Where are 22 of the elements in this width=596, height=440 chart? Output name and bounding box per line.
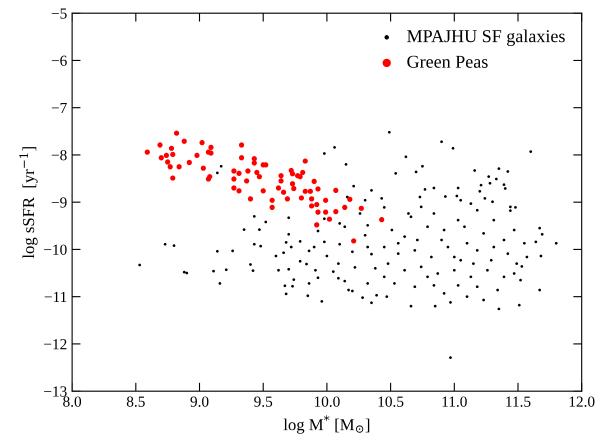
- legend-label: MPAJHU SF galaxies: [407, 30, 565, 46]
- x-tick-label: 12.0: [570, 396, 594, 407]
- x-tick-label: 10.0: [314, 396, 340, 407]
- y-tick-label: −9: [52, 197, 67, 208]
- legend-label: Green Peas: [407, 56, 488, 68]
- y-tick-label: −8: [52, 150, 67, 160]
- y-tick-label: −13: [44, 386, 67, 397]
- y-tick-label: −6: [52, 56, 67, 66]
- y-tick-label: −12: [44, 339, 66, 350]
- y-tick-label: −11: [44, 292, 66, 302]
- x-tick-label: 8.5: [126, 396, 145, 407]
- x-tick-label: 8.0: [63, 396, 82, 407]
- x-axis-title: log M$^{*}$ [M$_{⊙}$]: [284, 415, 370, 434]
- y-tick-label: −10: [44, 244, 67, 255]
- x-tick-label: 9.5: [254, 396, 272, 407]
- x-tick-label: 11.5: [506, 396, 530, 407]
- y-axis-title: log sSFR [yr$^{−1}$]: [19, 147, 38, 258]
- y-tick-label: −5: [52, 8, 67, 19]
- x-tick-label: 10.5: [378, 396, 404, 407]
- x-tick-label: 11.0: [442, 396, 467, 407]
- y-tick-label: −7: [52, 102, 67, 113]
- x-tick-label: 9.0: [190, 396, 208, 407]
